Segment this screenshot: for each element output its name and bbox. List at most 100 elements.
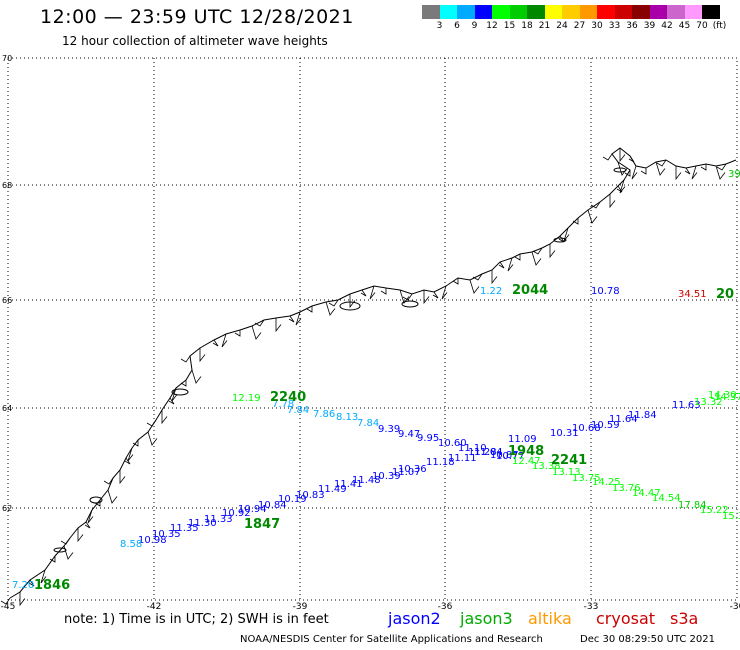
colorbar-label: 70 (696, 21, 708, 31)
fjord-detail (295, 311, 302, 326)
fjord-detail (402, 293, 413, 301)
pass-time-label: 1846 (34, 578, 70, 593)
swh-observation: 12.19 (232, 393, 261, 404)
swh-observation: 14.30 (708, 390, 737, 401)
fjord-detail (619, 179, 626, 194)
swh-observation: 13.76 (612, 483, 641, 494)
fjord-detail (107, 489, 118, 504)
swh-observation: 10.35 (152, 529, 181, 540)
swh-observation: 13.75 (572, 473, 601, 484)
fjord-detail (161, 410, 168, 425)
fjord-detail (423, 290, 430, 305)
swh-observation: 14.37 (714, 392, 740, 403)
colorbar-swatch (597, 5, 615, 19)
swh-observation: 13.38 (532, 461, 561, 472)
colorbar-labels: 3 6 9 12 15 18 21 24 27 30 33 36 39 42 45 70 (ft) (422, 21, 740, 33)
lon-label: -30 (730, 602, 740, 612)
colorbar-swatch (492, 5, 510, 19)
pass-labels: 2044 2240 1948 2241 1847 1846 20 (34, 283, 734, 593)
fjord-detail (700, 164, 707, 171)
pass-time-label: 20 (716, 287, 734, 302)
swh-observation: 17.84 (678, 500, 707, 511)
fjord-detail (514, 254, 521, 261)
greenland-coastline (0, 147, 737, 607)
satellite-legend-altika: altika (528, 609, 572, 628)
pass-time-label: 2241 (551, 453, 587, 468)
lat-label: 68 (2, 181, 12, 190)
fjord-detail (103, 477, 114, 485)
fjord-detail (432, 291, 439, 299)
swh-observation: 14.47 (632, 488, 661, 499)
fjord-detail (452, 278, 459, 285)
swh-observation: 10.31 (550, 428, 579, 439)
fjord-detail (0, 597, 11, 605)
swh-observation: 7.84 (287, 405, 309, 416)
fjord-detail (507, 257, 514, 272)
swh-observation: 11.84 (628, 410, 657, 421)
fjord-detail (254, 319, 265, 327)
satellite-legend-jason2: jason2 (388, 609, 441, 628)
fjord-detail (380, 288, 387, 295)
fjord-detail (549, 244, 556, 259)
satellite-legend-s3a: s3a (670, 609, 699, 628)
fjord-detail (558, 235, 565, 243)
fjord-detail (684, 167, 691, 175)
fjord-detail (624, 170, 631, 177)
fjord-detail (288, 315, 295, 323)
pass-time-label: 2240 (270, 390, 306, 405)
fjord-detail (716, 163, 727, 171)
fjord-detail (590, 201, 601, 209)
fjord-detail (19, 592, 26, 607)
fjord-detail (469, 279, 480, 294)
island (339, 301, 361, 311)
swh-observation: 10.59 (591, 420, 620, 431)
satellite-legend-cryosat: cryosat (596, 609, 656, 628)
colorbar-label: 12 (486, 21, 498, 31)
fjord-detail (180, 380, 187, 387)
footer-note: note: 1) Time is in UTC; 2) SWH is in fe… (64, 612, 329, 627)
colorbar-swatch (649, 5, 667, 19)
colorbar-label: 36 (626, 21, 638, 31)
lat-label: 62 (2, 504, 12, 513)
fjord-detail (40, 569, 47, 584)
fjord-detail (498, 261, 505, 269)
fjord-detail (609, 194, 616, 209)
fjord-detail (212, 339, 219, 347)
swh-observation: 11.63 (672, 400, 701, 411)
colorbar-label: (ft) (712, 21, 727, 31)
swh-observation: 8.58 (120, 539, 142, 550)
swh-observation: 10.87 (490, 450, 519, 461)
fjord-detail (191, 369, 202, 384)
swh-observation: 11.11 (448, 453, 477, 464)
fjord-detail (631, 165, 638, 180)
fjord-detail (234, 330, 241, 337)
fjord-detail (168, 397, 175, 405)
island (89, 496, 103, 504)
fjord-detail (715, 165, 726, 180)
swh-observation: 9.39 (378, 424, 400, 435)
colorbar-swatch (509, 5, 527, 19)
map-subtitle: 12 hour collection of altimeter wave hei… (62, 34, 328, 48)
fjord-detail (84, 521, 91, 529)
fjord-detail (199, 348, 206, 363)
fjord-detail (441, 285, 448, 300)
fjord-detail (180, 355, 191, 363)
swh-observation: 7.20 (12, 580, 34, 591)
island (553, 237, 567, 243)
swh-observation: 10.36 (398, 464, 427, 475)
island (171, 388, 189, 396)
lon-label: -36 (438, 602, 453, 612)
swh-observation: 13.13 (552, 467, 581, 478)
fjord-detail (531, 251, 542, 266)
lon-label: -39 (293, 602, 308, 612)
swh-observation: 11.30 (188, 518, 217, 529)
swh-observation: 10.94 (238, 504, 267, 515)
wave-height-colorbar (422, 5, 720, 19)
fjord-detail (369, 285, 376, 300)
colorbar-label: 33 (608, 21, 621, 31)
swh-observation: 7.86 (313, 409, 335, 420)
swh-observation: 9.95 (417, 433, 439, 444)
swh-observation: 10.78 (591, 286, 620, 297)
swh-observation: 11.04 (474, 447, 503, 458)
